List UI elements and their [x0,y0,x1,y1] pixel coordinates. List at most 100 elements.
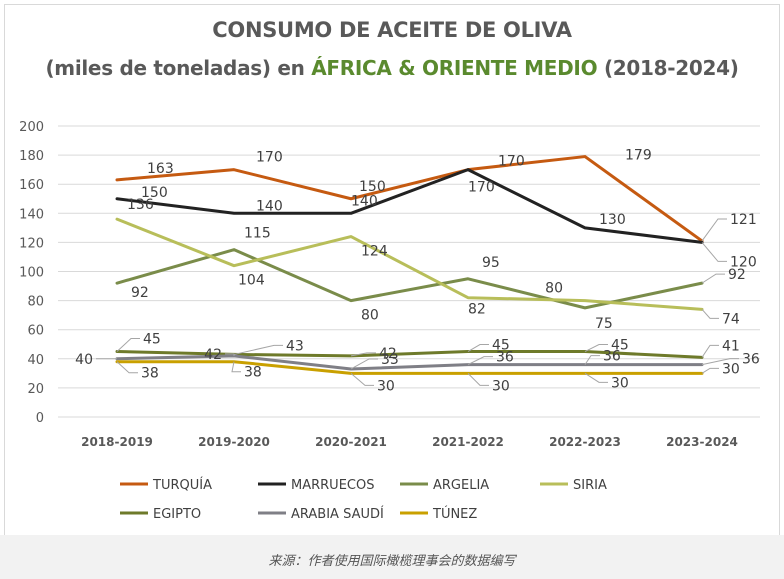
chart-frame [4,4,780,537]
data-label-leader [701,358,739,366]
data-label: 45 [143,332,161,348]
data-label-leader [231,361,241,373]
data-label: 115 [244,226,271,242]
data-label: 150 [141,185,168,201]
data-label-leader [225,353,235,356]
data-label-leader [116,361,138,374]
data-label: 92 [728,267,746,283]
subtitle-region: ÁFRICA & ORIENTE MEDIO [311,56,598,80]
y-tick-label: 0 [36,411,44,426]
data-label: 74 [722,311,740,327]
y-tick-label: 200 [19,120,44,135]
data-label: 33 [381,352,399,368]
data-label: 75 [595,316,613,332]
x-tick-label: 2021-2022 [432,435,504,449]
series-line-arabia-saudí [115,354,704,371]
data-label-leader [584,344,608,352]
legend-label: SIRIA [573,478,607,493]
data-label: 30 [611,375,629,391]
legend-label: EGIPTO [153,507,201,522]
data-label: 30 [722,361,740,377]
y-tick-label: 60 [27,324,44,339]
legend-label: ARABIA SAUDÍ [291,506,384,522]
data-label-leader [701,218,727,242]
chart-title: CONSUMO DE ACEITE DE OLIVA [0,18,784,42]
data-label-leader [233,344,283,355]
data-label-leader [467,356,493,366]
source-note: 来源：作者使用国际橄榄理事会的数据编写 [268,554,516,569]
data-label: 45 [492,338,510,354]
data-label-leader [584,372,608,383]
y-tick-label: 180 [19,149,44,164]
data-label: 140 [256,198,283,214]
x-tick-label: 2023-2024 [666,435,738,449]
data-label-leader [701,367,719,374]
data-label: 179 [625,148,652,164]
data-label: 92 [131,285,149,301]
x-tick-label: 2018-2019 [81,435,153,449]
data-label: 130 [599,212,626,228]
data-label-leader [701,273,725,284]
data-label: 150 [359,179,386,195]
y-tick-label: 140 [19,207,44,222]
data-label: 30 [377,378,395,394]
legend-label: TURQUÍA [152,477,212,493]
data-label-leader [701,242,727,262]
data-label: 170 [256,150,283,166]
data-label: 80 [545,281,563,297]
series-line-egipto [115,350,704,359]
data-label: 170 [468,180,495,196]
y-tick-label: 40 [27,353,44,368]
data-label: 82 [468,302,486,318]
data-label: 95 [482,255,500,271]
data-label-leader [584,355,600,365]
data-label: 36 [603,349,621,365]
series-line-siria [115,217,704,311]
y-tick-label: 20 [27,382,44,397]
data-label: 38 [141,366,159,382]
data-label: 40 [75,352,93,368]
data-label: 41 [722,338,740,354]
data-label-leader [116,338,140,352]
legend-label: ARGELIA [433,478,489,493]
data-label: 38 [244,365,262,381]
x-tick-label: 2022-2023 [549,435,621,449]
subtitle-pre: (miles de toneladas) en [45,56,312,80]
data-label: 36 [496,350,514,366]
data-label: 170 [498,154,525,170]
data-label-leader [350,372,374,386]
legend-label: TÚNEZ [432,506,477,522]
title-line-1: CONSUMO DE ACEITE DE OLIVA [212,18,572,42]
y-tick-label: 80 [27,295,44,310]
y-tick-label: 120 [19,236,44,251]
data-label: 42 [204,347,222,363]
data-label-leader [701,308,719,319]
data-label: 43 [286,338,304,354]
data-label-leader [701,344,719,358]
data-label: 30 [492,378,510,394]
data-label: 120 [730,254,757,270]
y-tick-label: 160 [19,178,44,193]
data-label: 80 [361,308,379,324]
data-label: 42 [379,346,397,362]
chart-subtitle: (miles de toneladas) en ÁFRICA & ORIENTE… [0,56,784,80]
data-label: 45 [611,338,629,354]
series-line-argelia [115,248,704,310]
y-tick-label: 100 [19,266,44,281]
series-line-turquía [115,155,704,243]
x-tick-label: 2019-2020 [198,435,270,449]
data-label: 36 [742,352,760,368]
series-line-marruecos [115,168,704,244]
data-label-leader [467,344,489,352]
legend-label: MARRUECOS [291,478,374,493]
data-label: 136 [127,197,154,213]
data-label-leader [350,358,378,370]
data-label: 121 [730,212,757,228]
data-label-leader [350,352,376,357]
subtitle-post: (2018-2024) [597,56,739,80]
data-label-leader [467,372,489,386]
series-line-túnez [115,360,704,375]
data-label: 163 [147,161,174,177]
data-label: 124 [361,244,388,260]
data-label: 104 [238,273,265,289]
